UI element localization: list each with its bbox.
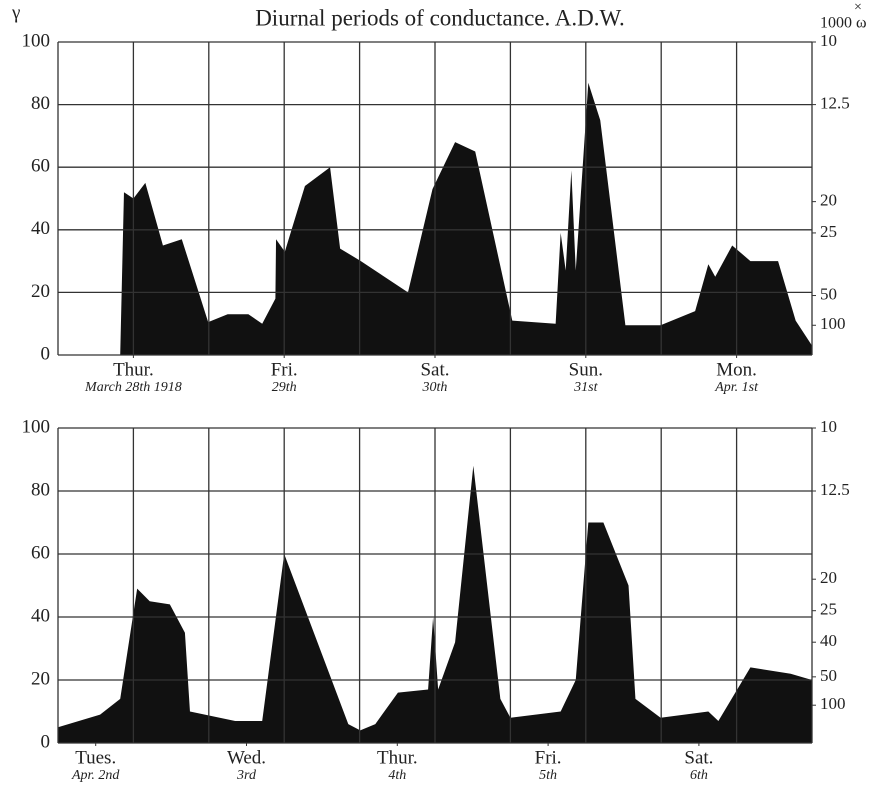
chart-title: Diurnal periods of conductance. A.D.W. [255,5,625,30]
y2-tick-label: 12.5 [820,480,850,499]
y2-tick-label: 20 [820,191,837,210]
y2-tick-label: 100 [820,314,846,333]
x-tick-date: 4th [388,768,406,783]
x-tick-date: Apr. 1st [714,380,759,395]
x-tick-date: 29th [272,380,297,395]
x-tick-date: 30th [422,380,448,395]
y2-tick-label: 40 [820,631,837,650]
x-tick-date: March 28th 1918 [84,380,182,395]
x-tick-date: Apr. 2nd [71,768,120,783]
y2-tick-label: 100 [820,694,846,713]
y2-tick-label: 25 [820,222,837,241]
y-tick-label: 40 [31,605,50,626]
x-tick-label: Thur. [377,747,418,768]
area [120,82,812,355]
y2-axis-label: 1000 ω [820,15,867,32]
x-tick-label: Thur. [113,359,154,380]
x-tick-label: Sun. [569,359,603,380]
y2-tick-label: 50 [820,284,837,303]
y-tick-label: 0 [41,343,51,364]
x-tick-label: Fri. [271,359,298,380]
area [58,465,812,743]
y-tick-label: 20 [31,281,50,302]
y-tick-label: 40 [31,218,50,239]
y-tick-label: 80 [31,479,50,500]
y2-tick-label: 25 [820,600,837,619]
y2-axis-mark: × [854,0,862,15]
x-tick-label: Sat. [420,359,449,380]
x-tick-date: 6th [690,768,708,783]
x-tick-label: Mon. [716,359,757,380]
x-tick-date: 31st [573,380,598,395]
y-tick-label: 100 [22,30,51,51]
y-tick-label: 100 [22,416,51,437]
y-tick-label: 60 [31,542,50,563]
y2-tick-label: 20 [820,568,837,587]
x-tick-date: 5th [539,768,557,783]
y-tick-label: 20 [31,668,50,689]
y-tick-label: 60 [31,156,50,177]
x-tick-date: 3rd [236,768,257,783]
y-tick-label: 0 [41,731,51,752]
y2-tick-label: 10 [820,417,837,436]
y2-tick-label: 50 [820,666,837,685]
y2-tick-label: 12.5 [820,94,850,113]
y-axis-label: γ [11,2,20,23]
y2-tick-label: 10 [820,31,837,50]
x-tick-label: Sat. [684,747,713,768]
y-tick-label: 80 [31,93,50,114]
x-tick-label: Tues. [75,747,116,768]
x-tick-label: Fri. [535,747,562,768]
x-tick-label: Wed. [227,747,266,768]
